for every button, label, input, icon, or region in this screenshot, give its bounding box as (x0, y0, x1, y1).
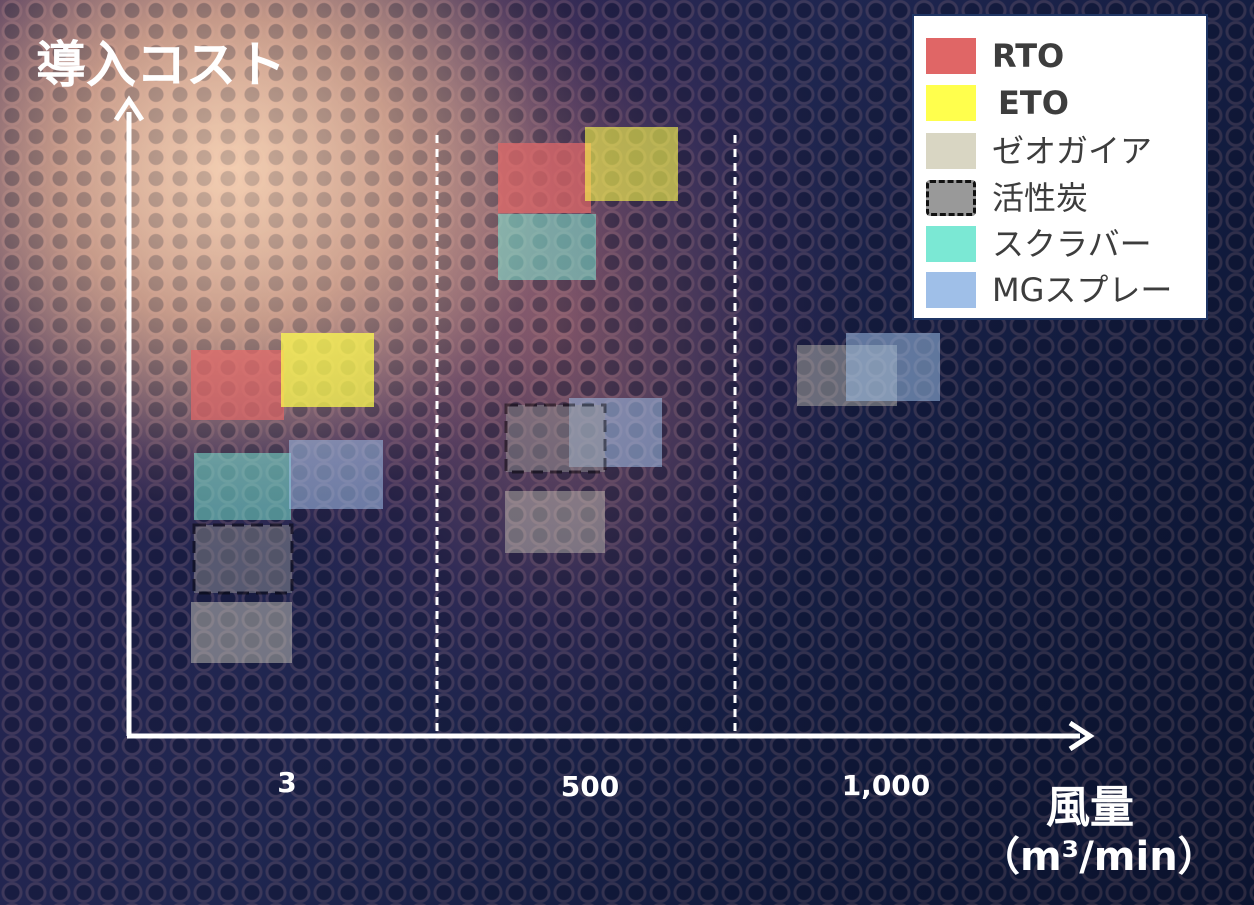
y-axis-arrow (113, 95, 145, 122)
x-axis-unit: （m³/min） (980, 834, 1218, 880)
legend-label: ETO (998, 84, 1069, 122)
x-axis-title: 風量 (1046, 782, 1134, 833)
mg-spray-box (289, 440, 383, 509)
zeogaia-box (505, 491, 605, 553)
x-axis-arrow (1068, 720, 1095, 752)
rto-box (191, 350, 284, 420)
legend-swatch (926, 272, 976, 308)
activated-carbon-box (504, 403, 607, 474)
legend-label: ゼオガイア (992, 132, 1153, 170)
legend-item-scrubber: スクラバー (926, 224, 1206, 264)
legend-swatch (926, 85, 976, 121)
eto-box (585, 127, 678, 201)
legend-item-rto: RTO (926, 36, 1206, 76)
category-1000-boxes (797, 333, 940, 406)
legend-item-eto: ETO (926, 83, 1206, 123)
legend-swatch (926, 38, 976, 74)
rto-box (498, 143, 591, 213)
category-3-boxes (191, 333, 383, 663)
activated-carbon-box (192, 523, 294, 595)
category-500-boxes (498, 127, 678, 553)
legend-label: RTO (992, 37, 1065, 75)
eto-box (281, 333, 374, 407)
legend-label: MGスプレー (992, 271, 1173, 309)
legend-item-zeogaia: ゼオガイア (926, 131, 1206, 171)
legend-swatch (926, 226, 976, 262)
x-tick-label: 1,000 (842, 769, 931, 802)
legend-swatch (926, 180, 976, 216)
zeogaia-box (191, 602, 292, 663)
legend-swatch (926, 133, 976, 169)
legend: RTO ETO ゼオガイア 活性炭 スクラバー MGスプレー (912, 14, 1208, 320)
scrubber-box (498, 214, 596, 280)
legend-item-activated-carbon: 活性炭 (926, 178, 1206, 218)
legend-label: 活性炭 (992, 179, 1089, 217)
legend-item-mg-spray: MGスプレー (926, 270, 1206, 310)
y-axis-title: 導入コスト (36, 36, 286, 94)
x-tick-label: 500 (561, 770, 619, 803)
mg-spray-box (569, 398, 662, 467)
mg-spray-box (846, 333, 940, 401)
legend-label: スクラバー (992, 225, 1152, 263)
x-tick-label: 3 (277, 766, 296, 799)
scrubber-box (194, 453, 291, 520)
